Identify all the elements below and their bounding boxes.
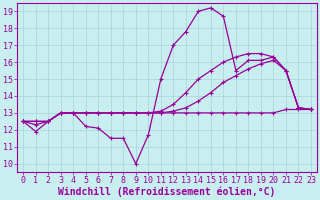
X-axis label: Windchill (Refroidissement éolien,°C): Windchill (Refroidissement éolien,°C) [58, 187, 276, 197]
